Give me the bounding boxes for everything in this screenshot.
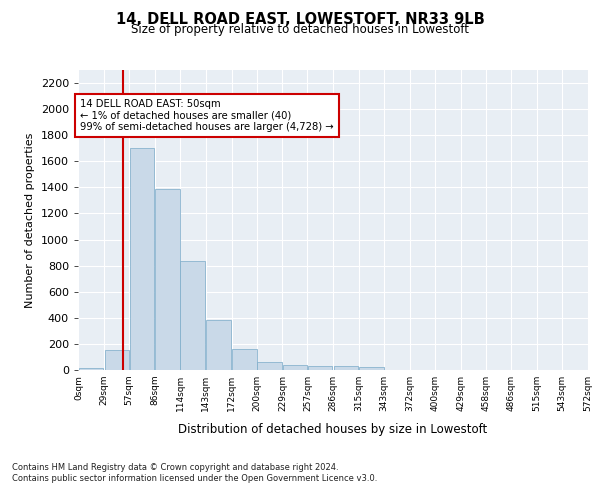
Text: 14, DELL ROAD EAST, LOWESTOFT, NR33 9LB: 14, DELL ROAD EAST, LOWESTOFT, NR33 9LB xyxy=(116,12,484,28)
Bar xyxy=(130,148,154,370)
Text: Size of property relative to detached houses in Lowestoft: Size of property relative to detached ho… xyxy=(131,24,469,36)
Text: Contains HM Land Registry data © Crown copyright and database right 2024.: Contains HM Land Registry data © Crown c… xyxy=(12,462,338,471)
Bar xyxy=(283,365,307,370)
Bar xyxy=(359,368,384,370)
Text: Contains public sector information licensed under the Open Government Licence v3: Contains public sector information licen… xyxy=(12,474,377,483)
Text: 14 DELL ROAD EAST: 50sqm
← 1% of detached houses are smaller (40)
99% of semi-de: 14 DELL ROAD EAST: 50sqm ← 1% of detache… xyxy=(80,98,334,132)
Bar xyxy=(257,362,281,370)
Y-axis label: Number of detached properties: Number of detached properties xyxy=(25,132,35,308)
Bar xyxy=(206,320,231,370)
Bar xyxy=(232,349,257,370)
Bar xyxy=(104,350,129,370)
Bar xyxy=(155,188,180,370)
Bar xyxy=(181,261,205,370)
Bar xyxy=(308,366,332,370)
Bar xyxy=(334,366,358,370)
Text: Distribution of detached houses by size in Lowestoft: Distribution of detached houses by size … xyxy=(178,422,488,436)
Bar xyxy=(79,368,103,370)
